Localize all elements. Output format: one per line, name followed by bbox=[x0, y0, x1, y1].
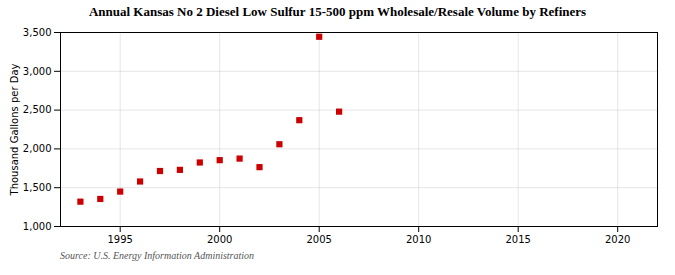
svg-text:2,500: 2,500 bbox=[23, 104, 52, 115]
svg-text:2010: 2010 bbox=[406, 234, 431, 245]
svg-text:2005: 2005 bbox=[306, 234, 331, 245]
svg-text:2020: 2020 bbox=[605, 234, 630, 245]
svg-text:3,500: 3,500 bbox=[23, 27, 52, 38]
svg-text:1,000: 1,000 bbox=[23, 221, 52, 232]
html-text:Annual Kansas No 2 Diesel Low: Annual Kansas No 2 Diesel Low Sulfur 15-… bbox=[88, 4, 587, 19]
svg-text:2,000: 2,000 bbox=[23, 143, 52, 154]
html-text:Source: U.S. Energy Informatio: Source: U.S. Energy Information Administ… bbox=[60, 250, 255, 261]
svg-text:2000: 2000 bbox=[207, 234, 232, 245]
svg-text:Thousand Gallons per Day: Thousand Gallons per Day bbox=[9, 63, 20, 196]
svg-text:1,500: 1,500 bbox=[23, 182, 52, 193]
svg-text:2015: 2015 bbox=[505, 234, 530, 245]
svg-text:1995: 1995 bbox=[107, 234, 132, 245]
svg-text:3,000: 3,000 bbox=[23, 66, 52, 77]
